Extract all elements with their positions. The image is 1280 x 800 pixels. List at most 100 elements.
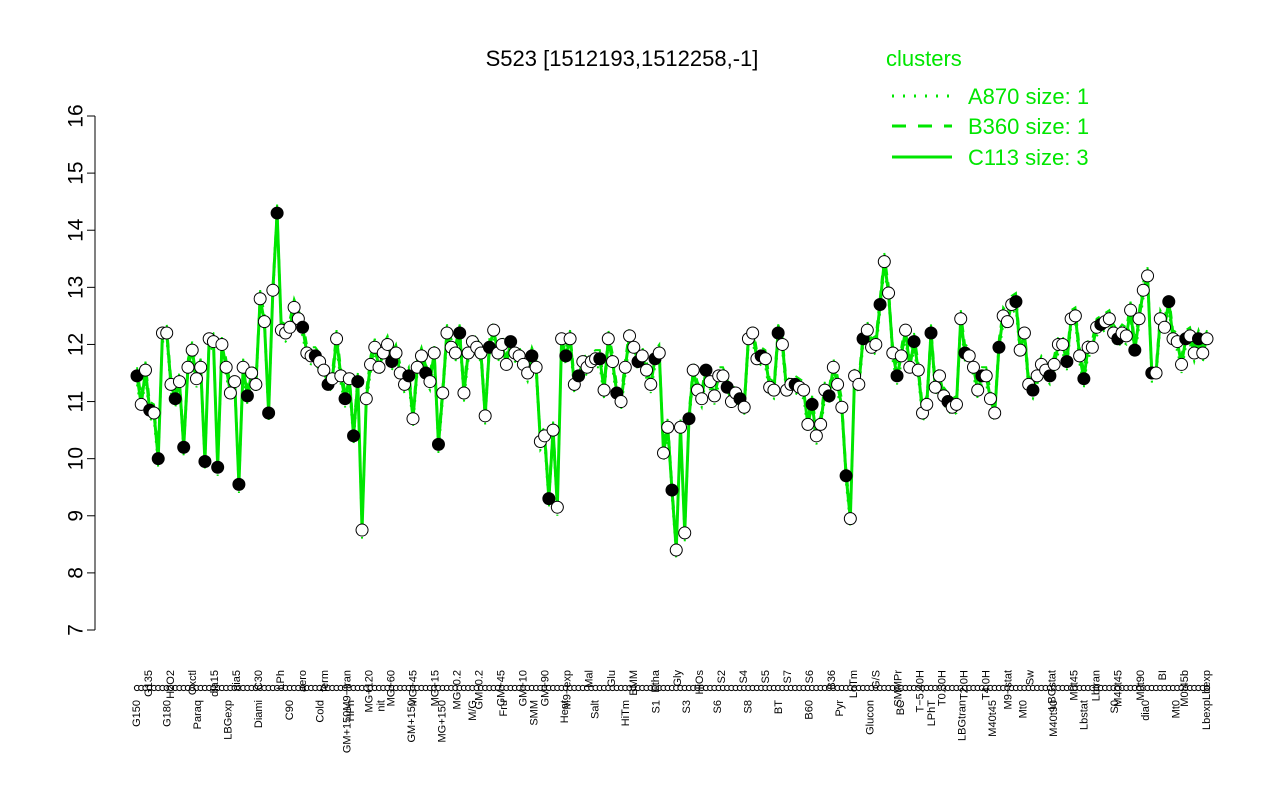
data-point — [381, 337, 395, 351]
data-point — [966, 360, 980, 374]
x-tick-label-top: GM+150M9−tran — [341, 670, 353, 753]
x-tick-label-bottom: dia0 — [1140, 700, 1152, 721]
x-tick-label-top: GM+90 — [540, 670, 552, 706]
data-point — [1119, 329, 1133, 343]
data-point — [546, 423, 560, 437]
data-point — [296, 320, 310, 334]
x-tick-label-top: Glu — [606, 670, 618, 687]
data-point — [1141, 269, 1155, 283]
data-point — [355, 523, 369, 537]
data-point — [971, 383, 985, 397]
x-tick-label-top: MG−0.2 — [451, 670, 463, 709]
data-point — [797, 383, 811, 397]
data-point — [962, 349, 976, 363]
data-point — [563, 332, 577, 346]
y-tick-label: 10 — [65, 447, 88, 470]
data-point — [351, 375, 365, 389]
data-point — [707, 389, 721, 403]
x-tick-label-bottom: B60 — [803, 700, 815, 720]
x-tick-label-top: Lbtran — [1091, 670, 1103, 701]
x-tick-label-top: aero — [297, 670, 309, 692]
y-tick-label: 8 — [65, 567, 88, 579]
data-point — [992, 340, 1006, 354]
data-point — [487, 323, 501, 337]
x-tick-label-bottom: S8 — [742, 700, 754, 713]
data-point — [389, 346, 403, 360]
data-point — [172, 375, 186, 389]
y-tick-label: 11 — [65, 391, 88, 413]
data-point — [211, 460, 225, 474]
data-point — [771, 326, 785, 340]
x-tick-label-bottom: Paraq — [192, 700, 204, 729]
data-point — [911, 363, 925, 377]
data-point — [597, 383, 611, 397]
x-tick-label-top: GM+10 — [518, 670, 530, 706]
data-point — [1162, 295, 1176, 309]
data-point — [843, 512, 857, 526]
x-tick-label-bottom: HPh — [345, 700, 357, 721]
data-point — [559, 349, 573, 363]
x-tick-label-top: Gly — [672, 670, 684, 687]
x-tick-label-bottom: Mt0 — [1017, 700, 1029, 718]
y-tick-label: 13 — [65, 276, 88, 299]
data-point — [499, 357, 513, 371]
x-rug-dot — [1203, 684, 1211, 692]
x-axis: G135 H2O2 Oxctl dia15 dia5 C30 LPh aero ferm GM+1… — [131, 669, 1213, 753]
x-tick-label-top: G/S — [870, 670, 882, 689]
data-point — [189, 372, 203, 386]
legend-entry-c113: C113 size: 3 — [968, 145, 1089, 170]
data-point — [665, 483, 679, 497]
x-tick-label-bottom: S6 — [712, 700, 724, 713]
data-point — [330, 332, 344, 346]
x-tick-label-top: M40t45 — [1113, 670, 1125, 707]
data-point — [270, 206, 284, 220]
data-point — [873, 297, 887, 311]
x-tick-label-bottom: Glucon — [865, 700, 877, 735]
data-point — [347, 429, 361, 443]
data-point — [1056, 337, 1070, 351]
data-point — [758, 352, 772, 366]
data-point — [1136, 283, 1150, 297]
data-point — [907, 335, 921, 349]
data-point — [746, 326, 760, 340]
data-point — [839, 469, 853, 483]
data-point — [572, 369, 586, 383]
x-tick-label-bottom: Heat — [559, 700, 571, 723]
data-point — [822, 389, 836, 403]
data-point — [542, 492, 556, 506]
data-point — [266, 283, 280, 297]
x-tick-label-top: Mal — [584, 670, 596, 688]
x-tick-label-bottom: S0 — [1109, 700, 1121, 713]
data-point — [882, 286, 896, 300]
data-point — [317, 363, 331, 377]
data-point — [550, 500, 564, 514]
data-point — [686, 363, 700, 377]
x-tick-label-bottom: G150 — [131, 700, 143, 727]
data-point — [1043, 369, 1057, 383]
data-point — [669, 543, 683, 557]
x-tick-label-top: S2 — [716, 670, 728, 683]
x-tick-label-top: LBGstat — [1047, 670, 1059, 710]
data-point — [436, 386, 450, 400]
data-point — [440, 326, 454, 340]
x-tick-label-top: T4.0H — [980, 670, 992, 700]
x-tick-label-bottom: LBGexp — [223, 700, 235, 740]
data-point — [504, 335, 518, 349]
x-tick-label-top: SMMPr — [892, 670, 904, 707]
data-point — [525, 349, 539, 363]
data-point — [1132, 312, 1146, 326]
x-tick-label-top: ferm — [319, 670, 331, 692]
data-point — [1158, 320, 1172, 334]
data-point — [168, 392, 182, 406]
data-point — [1124, 303, 1138, 317]
x-tick-label-bottom: HiTm — [620, 700, 632, 726]
data-point — [1128, 343, 1142, 357]
data-point — [877, 255, 891, 269]
data-point — [805, 397, 819, 411]
y-tick-label: 14 — [65, 218, 88, 242]
x-tick-label-top: Sw — [1025, 670, 1037, 685]
x-tick-label-bottom: S3 — [681, 700, 693, 713]
x-tick-label-top: G135 — [143, 670, 155, 697]
data-point — [160, 326, 174, 340]
